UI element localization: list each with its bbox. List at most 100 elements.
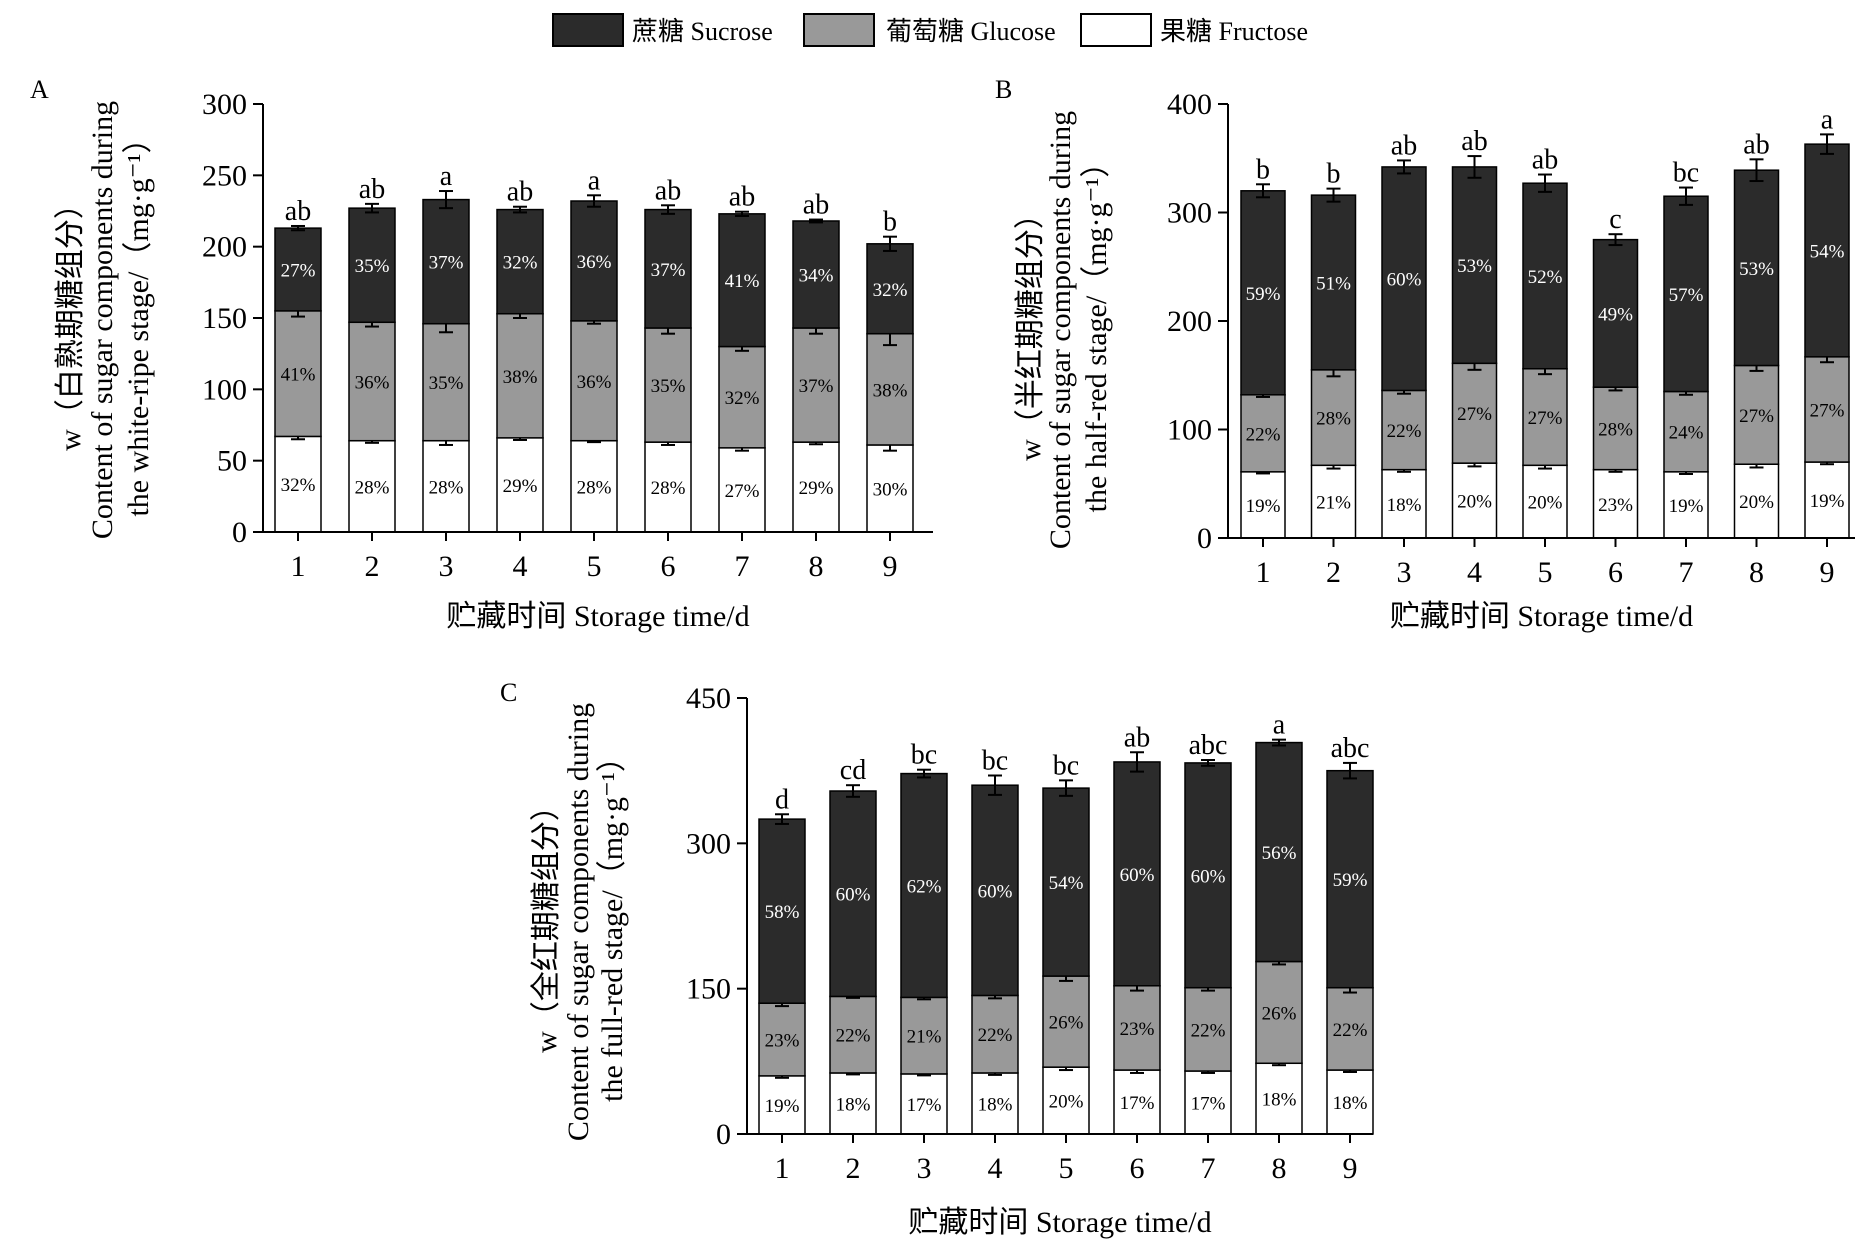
bar-segment-2: [1310, 369, 1357, 467]
bar-segment-3: [348, 207, 396, 324]
significance-letter: c: [1609, 204, 1621, 235]
percent-label: 28%: [1316, 409, 1351, 430]
bar-segment-3: [1804, 143, 1850, 358]
percent-label: 60%: [1387, 270, 1422, 291]
bar-segment-2: [1255, 960, 1303, 1065]
chart-panels: A32%41%27%ab128%36%35%ab228%35%37%a329%3…: [30, 75, 1855, 1239]
percent-label: 54%: [1049, 873, 1084, 894]
bar-segment-1: [866, 444, 914, 533]
significance-letter: b: [883, 207, 897, 238]
percent-label: 27%: [1457, 404, 1492, 425]
percent-label: 22%: [1387, 421, 1422, 442]
bar-segment-3: [1240, 190, 1286, 396]
x-tick-label: 6: [1608, 556, 1623, 589]
x-tick-label: 5: [1059, 1152, 1074, 1185]
significance-letter: ab: [655, 175, 681, 206]
bar-segment-3: [422, 198, 470, 325]
x-tick-label: 1: [291, 550, 306, 583]
percent-label: 28%: [355, 477, 390, 498]
bar-segment-3: [644, 208, 692, 329]
x-tick-label: 9: [883, 550, 898, 583]
bar-segment-3: [1326, 769, 1374, 989]
percent-label: 56%: [1262, 843, 1297, 864]
bar-segment-2: [1184, 986, 1232, 1072]
bar-segment-3: [792, 220, 840, 329]
bar-segment-2: [1804, 356, 1850, 463]
percent-label: 23%: [1598, 495, 1633, 516]
percent-label: 20%: [1528, 493, 1563, 514]
legend-swatch-2: [803, 13, 875, 47]
bar-segment-2: [496, 312, 544, 439]
percent-label: 24%: [1669, 423, 1704, 444]
percent-label: 28%: [651, 478, 686, 499]
x-tick-label: 6: [661, 550, 676, 583]
significance-letter: a: [1273, 710, 1286, 741]
bar-segment-3: [1592, 238, 1639, 388]
x-tick-label: 7: [1679, 556, 1694, 589]
significance-letter: b: [1327, 159, 1341, 190]
percent-label: 32%: [873, 280, 908, 301]
y-tick-label: 250: [202, 159, 247, 192]
percent-label: 21%: [907, 1027, 942, 1048]
percent-label: 37%: [651, 260, 686, 281]
significance-letter: bc: [1053, 750, 1079, 781]
bar-segment-3: [1042, 787, 1090, 977]
bar-segment-1: [1326, 1069, 1374, 1135]
bar-segment-1: [1381, 468, 1427, 539]
legend-label-2: 葡萄糖 Glucose: [886, 17, 1056, 46]
bar-segment-1: [900, 1073, 948, 1135]
y-tick-label: 400: [1167, 88, 1212, 121]
bar-segment-2: [718, 345, 766, 449]
percent-label: 22%: [836, 1026, 871, 1047]
percent-label: 20%: [1457, 492, 1492, 513]
x-tick-label: 8: [1272, 1152, 1287, 1185]
x-tick-label: 7: [1201, 1152, 1216, 1185]
percent-label: 19%: [1810, 491, 1845, 512]
percent-label: 23%: [1120, 1019, 1155, 1040]
significance-letter: bc: [911, 740, 937, 771]
x-axis-label: 贮藏时间 Storage time/d: [908, 1206, 1211, 1239]
significance-letter: ab: [1532, 145, 1558, 176]
percent-label: 49%: [1598, 304, 1633, 325]
bar-segment-1: [971, 1072, 1019, 1135]
bar-segment-2: [900, 996, 948, 1075]
significance-letter: cd: [840, 755, 866, 786]
percent-label: 38%: [873, 380, 908, 401]
bar-segment-1: [1113, 1069, 1161, 1135]
bar-segment-3: [1451, 166, 1498, 365]
x-axis-label: 贮藏时间 Storage time/d: [446, 600, 749, 633]
x-tick-label: 2: [1326, 556, 1341, 589]
percent-label: 17%: [1120, 1093, 1155, 1114]
percent-label: 29%: [503, 476, 538, 497]
y-axis-label-line-1: w（白熟期糖组分）: [54, 189, 87, 451]
bar-segment-1: [1240, 471, 1286, 539]
x-tick-label: 3: [439, 550, 454, 583]
significance-letter: ab: [729, 182, 755, 213]
bar-segment-2: [829, 995, 877, 1074]
y-tick-label: 0: [716, 1118, 731, 1151]
x-tick-label: 8: [809, 550, 824, 583]
significance-letter: b: [1256, 154, 1270, 185]
percent-label: 29%: [799, 478, 834, 499]
percent-label: 19%: [765, 1096, 800, 1117]
bar-segment-3: [1522, 182, 1568, 370]
percent-label: 27%: [1739, 406, 1774, 427]
percent-label: 35%: [429, 373, 464, 394]
percent-label: 26%: [1262, 1003, 1297, 1024]
percent-label: 53%: [1457, 256, 1492, 277]
percent-label: 37%: [429, 253, 464, 274]
percent-label: 22%: [1246, 424, 1281, 445]
percent-label: 60%: [978, 881, 1013, 902]
significance-letter: ab: [1124, 722, 1150, 753]
x-tick-label: 4: [988, 1152, 1003, 1185]
significance-letter: ab: [1461, 126, 1487, 157]
percent-label: 27%: [1528, 408, 1563, 429]
significance-letter: abc: [1331, 733, 1370, 764]
percent-label: 32%: [281, 475, 316, 496]
percent-label: 27%: [725, 481, 760, 502]
percent-label: 51%: [1316, 273, 1351, 294]
legend-swatch-1: [552, 13, 624, 47]
percent-label: 60%: [1120, 865, 1155, 886]
percent-label: 41%: [281, 365, 316, 386]
